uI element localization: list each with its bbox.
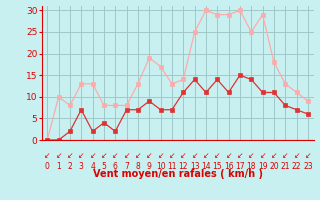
Text: ↙: ↙ <box>124 151 130 160</box>
Text: 18: 18 <box>246 162 256 171</box>
Text: 4: 4 <box>90 162 95 171</box>
Text: ↙: ↙ <box>293 151 300 160</box>
Text: ↙: ↙ <box>203 151 209 160</box>
Text: 3: 3 <box>79 162 84 171</box>
Text: ↙: ↙ <box>89 151 96 160</box>
Text: ↙: ↙ <box>135 151 141 160</box>
Text: 19: 19 <box>258 162 268 171</box>
Text: ↙: ↙ <box>55 151 62 160</box>
Text: ↙: ↙ <box>112 151 118 160</box>
Text: 11: 11 <box>167 162 177 171</box>
Text: ↙: ↙ <box>282 151 288 160</box>
Text: 6: 6 <box>113 162 118 171</box>
Text: ↙: ↙ <box>271 151 277 160</box>
Text: ↙: ↙ <box>169 151 175 160</box>
Text: 7: 7 <box>124 162 129 171</box>
Text: ↙: ↙ <box>101 151 107 160</box>
Text: ↙: ↙ <box>214 151 220 160</box>
Text: ↙: ↙ <box>237 151 243 160</box>
Text: ↙: ↙ <box>157 151 164 160</box>
Text: 20: 20 <box>269 162 279 171</box>
Text: 10: 10 <box>156 162 165 171</box>
Text: 2: 2 <box>68 162 72 171</box>
Text: 1: 1 <box>56 162 61 171</box>
Text: ↙: ↙ <box>146 151 152 160</box>
Text: 9: 9 <box>147 162 152 171</box>
Text: ↙: ↙ <box>305 151 311 160</box>
Text: ↙: ↙ <box>180 151 187 160</box>
Text: 13: 13 <box>190 162 199 171</box>
Text: ↙: ↙ <box>191 151 198 160</box>
Text: 22: 22 <box>292 162 301 171</box>
Text: 0: 0 <box>45 162 50 171</box>
Text: ↙: ↙ <box>248 151 254 160</box>
Text: 17: 17 <box>235 162 245 171</box>
Text: 8: 8 <box>136 162 140 171</box>
Text: 15: 15 <box>212 162 222 171</box>
Text: ↙: ↙ <box>44 151 51 160</box>
Text: 23: 23 <box>303 162 313 171</box>
Text: 5: 5 <box>101 162 106 171</box>
Text: ↙: ↙ <box>225 151 232 160</box>
Text: 16: 16 <box>224 162 233 171</box>
Text: 12: 12 <box>179 162 188 171</box>
Text: 21: 21 <box>281 162 290 171</box>
Text: 14: 14 <box>201 162 211 171</box>
Text: Vent moyen/en rafales ( km/h ): Vent moyen/en rafales ( km/h ) <box>92 169 263 179</box>
Text: ↙: ↙ <box>78 151 84 160</box>
Text: ↙: ↙ <box>260 151 266 160</box>
Text: ↙: ↙ <box>67 151 73 160</box>
